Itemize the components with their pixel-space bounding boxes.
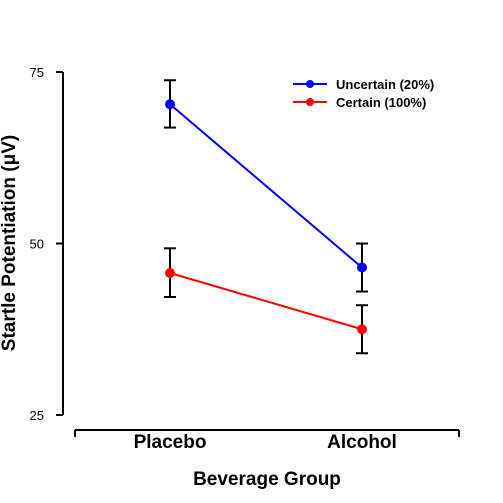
y-tick-label: 50 [30, 237, 44, 252]
legend-marker [306, 98, 314, 106]
series-line [169, 272, 363, 331]
series-0 [164, 79, 368, 293]
data-point [357, 262, 367, 273]
series-layer [164, 79, 368, 355]
x-tick-label: Placebo [134, 432, 207, 453]
data-point [357, 324, 367, 335]
x-axis-title: Beverage Group [193, 469, 341, 490]
x-tick-label: Alcohol [327, 432, 397, 453]
y-axis: 25 50 75 [30, 65, 64, 423]
legend: Uncertain (20%) Certain (100%) [293, 77, 434, 110]
y-axis-title: Startle Potentiation (μV) [0, 135, 20, 351]
data-point [165, 99, 175, 110]
x-axis: Placebo Alcohol [74, 429, 460, 453]
y-tick-label: 25 [30, 408, 44, 423]
legend-marker [306, 80, 314, 88]
y-tick-label: 75 [30, 65, 44, 80]
data-point [165, 267, 175, 278]
series-line [169, 103, 363, 269]
legend-label: Certain (100%) [336, 95, 426, 110]
series-1 [164, 247, 368, 355]
legend-label: Uncertain (20%) [336, 77, 434, 92]
